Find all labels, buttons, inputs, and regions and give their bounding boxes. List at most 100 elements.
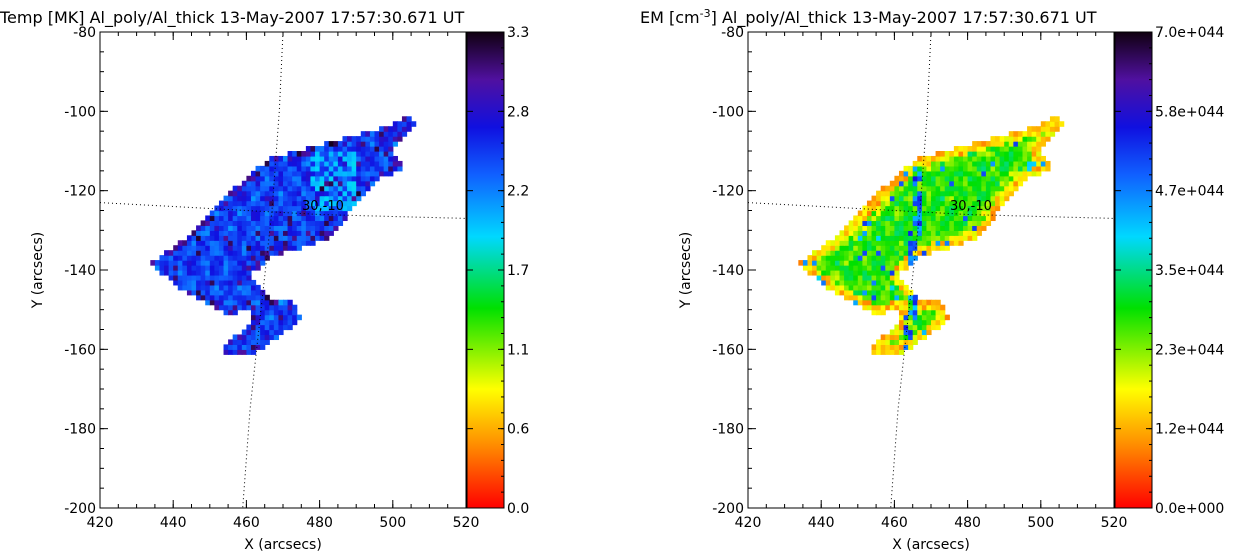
map-pixel bbox=[305, 180, 312, 187]
map-pixel bbox=[844, 274, 850, 281]
map-pixel bbox=[347, 141, 353, 147]
map-pixel bbox=[944, 170, 950, 177]
map-pixel bbox=[241, 304, 247, 311]
map-pixel bbox=[273, 245, 280, 251]
map-pixel bbox=[218, 245, 225, 251]
map-pixel bbox=[319, 180, 325, 187]
map-pixel bbox=[908, 225, 914, 231]
map-pixel bbox=[214, 245, 220, 251]
map-pixel bbox=[908, 309, 914, 316]
map-pixel bbox=[383, 126, 389, 132]
map-pixel bbox=[347, 185, 353, 192]
map-pixel bbox=[844, 245, 850, 251]
map-pixel bbox=[857, 289, 863, 296]
map-pixel bbox=[319, 170, 325, 177]
map-pixel bbox=[912, 190, 918, 197]
map-pixel bbox=[278, 190, 284, 197]
map-pixel bbox=[871, 210, 877, 217]
map-pixel bbox=[857, 235, 863, 241]
map-pixel bbox=[821, 265, 827, 271]
map-pixel bbox=[880, 294, 886, 301]
map-pixel bbox=[283, 195, 289, 202]
map-pixel bbox=[255, 334, 261, 341]
map-pixel bbox=[287, 195, 293, 202]
map-pixel bbox=[177, 260, 183, 266]
map-pixel bbox=[871, 205, 877, 212]
map-pixel bbox=[1022, 151, 1028, 157]
map-pixel bbox=[209, 230, 215, 236]
map-pixel bbox=[200, 279, 206, 286]
map-pixel bbox=[912, 230, 918, 236]
colorbar-tick-label: 2.2 bbox=[507, 184, 529, 200]
map-pixel bbox=[926, 195, 932, 202]
map-pixel bbox=[292, 190, 298, 197]
y-tick-label: -120 bbox=[712, 184, 744, 200]
map-pixel bbox=[999, 180, 1005, 187]
map-pixel bbox=[802, 260, 809, 266]
map-pixel bbox=[963, 190, 969, 197]
map-pixel bbox=[1022, 146, 1028, 152]
map-pixel bbox=[862, 270, 868, 276]
map-pixel bbox=[186, 240, 193, 246]
map-pixel bbox=[241, 294, 247, 301]
map-pixel bbox=[1036, 136, 1042, 142]
map-pixel bbox=[912, 299, 918, 306]
map-pixel bbox=[388, 165, 394, 172]
map-pixel bbox=[949, 170, 955, 177]
map-pixel bbox=[264, 309, 270, 316]
map-pixel bbox=[205, 260, 211, 266]
map-pixel bbox=[273, 215, 280, 222]
map-pixel bbox=[287, 170, 293, 177]
map-pixel bbox=[337, 170, 344, 177]
map-pixel bbox=[940, 235, 946, 241]
map-pixel bbox=[228, 210, 234, 217]
map-pixel bbox=[214, 210, 220, 217]
colorbar-tick-label: 2.8 bbox=[507, 104, 529, 120]
map-pixel bbox=[218, 270, 225, 276]
map-pixel bbox=[917, 299, 923, 306]
map-pixel bbox=[360, 151, 366, 157]
map-pixel bbox=[255, 215, 261, 222]
map-pixel bbox=[250, 190, 257, 197]
map-pixel bbox=[876, 230, 882, 236]
map-pixel bbox=[908, 205, 914, 212]
map-pixel bbox=[159, 260, 165, 266]
map-pixel bbox=[889, 230, 895, 236]
map-pixel bbox=[903, 324, 909, 331]
map-pixel bbox=[241, 180, 247, 187]
map-pixel bbox=[351, 195, 357, 202]
map-pixel bbox=[853, 225, 859, 231]
map-pixel bbox=[337, 175, 344, 182]
map-pixel bbox=[876, 284, 882, 291]
map-pixel bbox=[369, 165, 376, 172]
map-pixel bbox=[990, 185, 996, 192]
map-pixel bbox=[328, 165, 334, 172]
map-pixel bbox=[967, 195, 973, 202]
map-pixel bbox=[237, 245, 243, 251]
map-pixel bbox=[383, 170, 389, 177]
map-pixel bbox=[1008, 146, 1014, 152]
map-pixel bbox=[894, 279, 900, 286]
map-pixel bbox=[830, 245, 836, 251]
map-pixel bbox=[237, 299, 243, 306]
map-pixel bbox=[898, 220, 905, 226]
map-pixel bbox=[935, 314, 941, 321]
map-pixel bbox=[269, 195, 275, 202]
map-pixel bbox=[191, 265, 197, 271]
map-pixel bbox=[1040, 121, 1046, 127]
map-pixel bbox=[342, 210, 348, 217]
map-pixel bbox=[912, 319, 918, 326]
map-pixel bbox=[310, 185, 316, 192]
map-pixel bbox=[1031, 146, 1037, 152]
map-pixel bbox=[953, 225, 960, 231]
map-pixel bbox=[287, 235, 293, 241]
map-pixel bbox=[972, 175, 978, 182]
map-pixel bbox=[237, 225, 243, 231]
map-pixel bbox=[232, 265, 238, 271]
map-pixel bbox=[985, 195, 992, 202]
map-pixel bbox=[305, 175, 312, 182]
map-pixel bbox=[328, 160, 334, 167]
map-pixel bbox=[260, 294, 266, 301]
map-pixel bbox=[885, 200, 891, 207]
map-pixel bbox=[305, 240, 312, 246]
